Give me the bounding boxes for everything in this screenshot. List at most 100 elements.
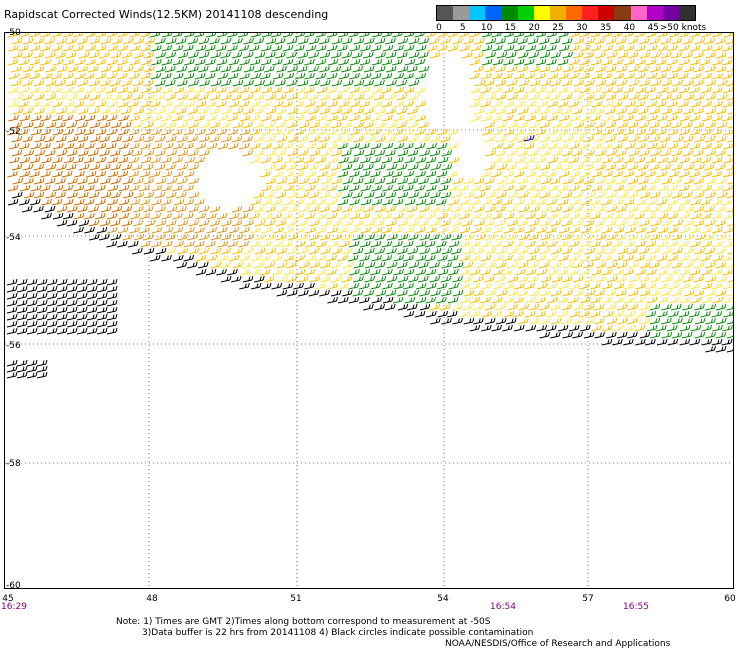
wind-barb xyxy=(492,240,503,248)
wind-barb xyxy=(550,247,562,255)
wind-barb xyxy=(286,121,298,129)
wind-barb xyxy=(492,268,504,276)
wind-barb xyxy=(122,65,134,73)
wind-barb xyxy=(524,240,536,248)
wind-barb xyxy=(451,247,462,255)
wind-barb xyxy=(260,170,271,178)
wind-barb xyxy=(198,233,210,241)
wind-barb xyxy=(561,233,572,241)
wind-barb xyxy=(309,121,320,129)
wind-barb xyxy=(459,198,471,206)
wind-barb xyxy=(408,275,419,283)
wind-barb xyxy=(122,219,133,227)
wind-barb xyxy=(514,282,525,290)
wind-barb xyxy=(171,114,183,122)
wind-barb xyxy=(316,86,328,94)
wind-barb xyxy=(634,212,645,220)
wind-barb xyxy=(536,198,547,206)
wind-barb xyxy=(188,51,199,59)
wind-barb xyxy=(272,100,284,108)
wind-barb xyxy=(227,142,239,150)
wind-barb xyxy=(534,72,546,80)
wind-barb xyxy=(716,107,727,115)
wind-barb xyxy=(682,317,693,325)
wind-barb xyxy=(33,205,44,213)
wind-barb xyxy=(298,37,309,45)
wind-barb xyxy=(683,163,695,171)
wind-barb xyxy=(638,65,649,73)
wind-barb xyxy=(250,86,261,94)
wind-barb xyxy=(392,128,404,136)
wind-barb xyxy=(627,121,639,129)
wind-barb xyxy=(716,121,728,129)
wind-barb xyxy=(11,121,23,129)
wind-barb xyxy=(331,219,342,227)
wind-barb xyxy=(11,37,23,45)
wind-barb xyxy=(371,296,383,304)
wind-barb xyxy=(184,226,195,234)
wind-barb xyxy=(216,268,227,276)
wind-barb xyxy=(338,282,349,290)
wind-barb xyxy=(172,184,183,192)
wind-barb xyxy=(517,65,529,73)
wind-barb xyxy=(297,51,309,59)
legend-label: 20 xyxy=(528,23,540,33)
wind-barb xyxy=(484,303,496,311)
wind-barb xyxy=(615,37,627,45)
wind-barb xyxy=(327,100,338,108)
wind-barb xyxy=(525,324,537,332)
wind-barb xyxy=(385,51,397,59)
wind-barb xyxy=(463,177,474,185)
wind-barb xyxy=(7,33,18,38)
wind-barb xyxy=(601,198,612,206)
wind-barb xyxy=(100,177,111,185)
wind-barb xyxy=(187,135,198,143)
wind-barb xyxy=(150,114,162,122)
wind-barb xyxy=(209,135,220,143)
wind-barb xyxy=(463,191,475,199)
wind-barb xyxy=(667,198,679,206)
lon-label-57: 57 xyxy=(582,594,594,604)
wind-barb xyxy=(271,44,283,52)
wind-barb-contaminated xyxy=(36,306,48,314)
wind-barb xyxy=(133,37,145,45)
wind-barb xyxy=(117,156,129,164)
wind-barb xyxy=(502,254,513,262)
wind-barb xyxy=(95,100,107,108)
wind-barb xyxy=(326,44,338,52)
wind-barb xyxy=(96,33,107,38)
wind-barb xyxy=(353,275,364,283)
wind-barb xyxy=(67,93,78,101)
wind-barb xyxy=(261,198,272,206)
wind-barb xyxy=(140,72,151,80)
wind-barb xyxy=(133,107,145,115)
wind-barb xyxy=(700,254,711,262)
wind-barb xyxy=(722,114,733,122)
wind-barb xyxy=(439,135,451,143)
wind-barb xyxy=(716,275,727,283)
wind-barb xyxy=(205,44,216,52)
legend-swatch xyxy=(533,6,550,20)
wind-barb xyxy=(616,219,627,227)
wind-barb xyxy=(294,226,305,234)
wind-barb xyxy=(448,268,459,276)
wind-barb xyxy=(705,107,717,115)
wind-barb xyxy=(616,303,628,311)
wind-barb xyxy=(513,86,525,94)
wind-barb xyxy=(408,289,419,297)
wind-barb xyxy=(128,184,140,192)
wind-barb xyxy=(243,37,254,45)
wind-barb xyxy=(406,303,418,311)
wind-barb xyxy=(393,100,404,108)
wind-barb xyxy=(216,226,228,234)
wind-barb xyxy=(579,86,590,94)
wind-barb xyxy=(624,324,636,332)
wind-barb xyxy=(187,261,198,269)
wind-barb xyxy=(12,51,23,59)
wind-barb xyxy=(502,86,514,94)
wind-barb xyxy=(359,296,370,304)
wind-barb xyxy=(371,33,382,38)
wind-barb xyxy=(546,198,558,206)
wind-barb xyxy=(106,226,118,234)
wind-barb xyxy=(660,219,672,227)
